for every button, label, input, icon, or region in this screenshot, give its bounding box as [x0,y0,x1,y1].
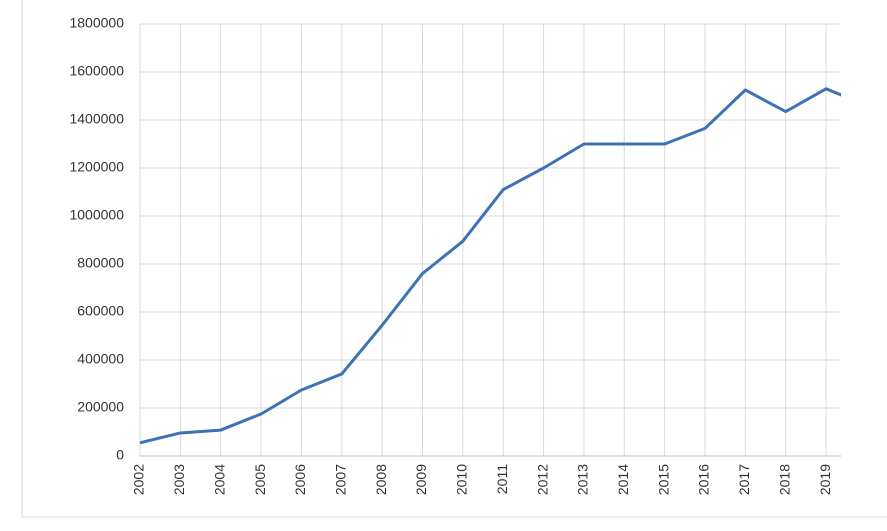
data-line [140,87,841,445]
y-tick-label: 400000 [77,351,124,367]
x-tick-label: 2011 [494,464,510,494]
x-tick-label: 2002 [131,464,147,495]
x-tick-label: 2013 [575,464,591,495]
x-tick-label: 2017 [736,464,752,495]
x-tick-label: 2008 [373,464,389,495]
y-tick-label: 200000 [77,399,124,415]
y-tick-label: 1200000 [69,159,124,175]
y-tick-label: 1400000 [69,111,124,127]
x-tick-label: 2016 [696,464,712,495]
y-tick-label: 800000 [77,255,124,271]
x-tick-label: 2007 [332,464,348,495]
x-tick-label: 2014 [615,464,631,495]
x-tick-label: 2015 [655,464,671,495]
x-tick-label: 2009 [413,464,429,495]
y-tick-label: 1000000 [69,207,124,223]
y-tick-label: 0 [116,447,124,463]
y-tick-label: 1800000 [69,15,124,31]
y-tick-label: 1600000 [69,63,124,79]
x-tick-label: 2019 [817,464,833,495]
x-tick-label: 2006 [292,464,308,495]
x-tick-label: 2003 [171,464,187,495]
x-tick-label: 2010 [454,464,470,495]
x-tick-label: 2012 [534,464,550,495]
x-tick-label: 2004 [211,464,227,495]
y-tick-label: 600000 [77,303,124,319]
x-tick-label: 2018 [776,464,792,495]
x-tick-label: 2005 [252,464,268,495]
